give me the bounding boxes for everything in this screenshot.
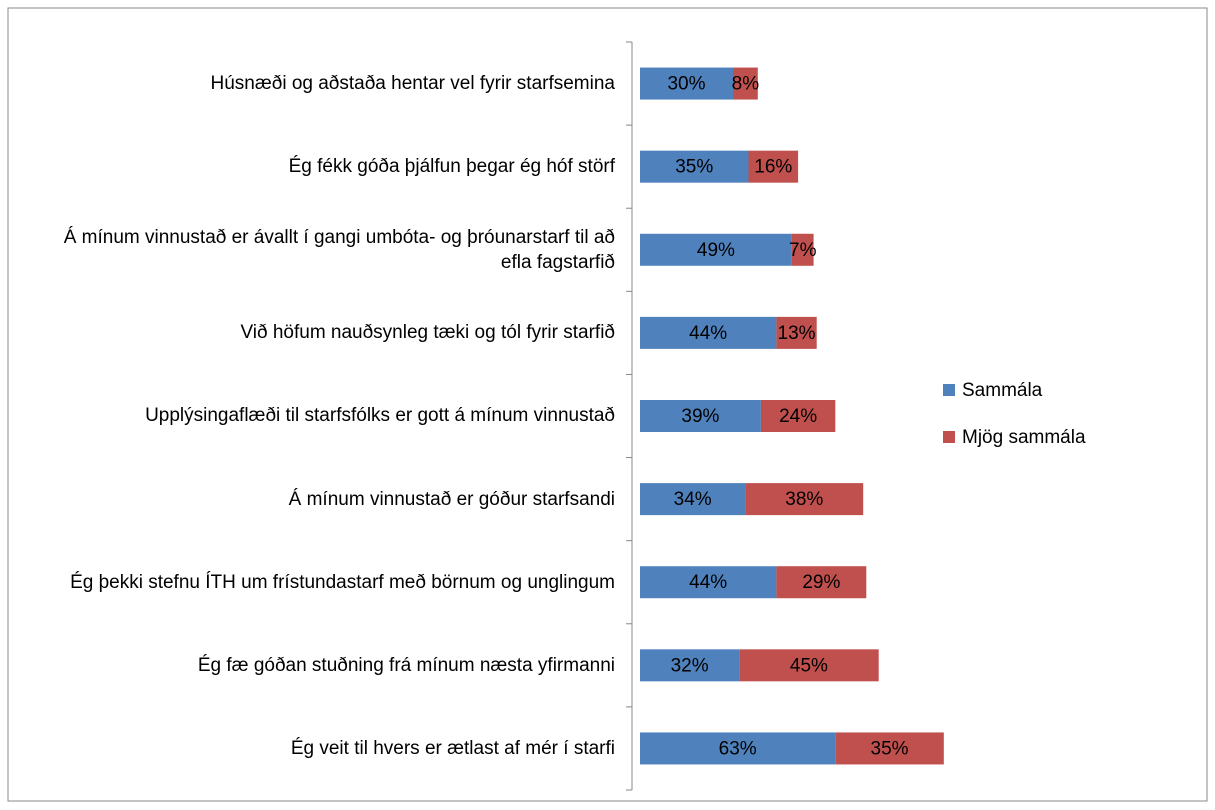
legend-label: Sammála	[962, 380, 1043, 401]
legend-swatch	[943, 431, 955, 443]
bar-segment	[640, 483, 746, 516]
data-label: 16%	[754, 157, 792, 178]
bar-segment	[640, 732, 836, 765]
bar-segment	[640, 233, 792, 266]
category-label: Ég fæ góðan stuðning frá mínum næsta yfi…	[197, 654, 615, 676]
category-label: Ég þekki stefnu ÍTH um frístundastarf me…	[70, 571, 615, 593]
data-label: 24%	[779, 406, 817, 427]
data-label: 45%	[790, 655, 828, 676]
legend-swatch	[943, 384, 955, 396]
bar-segment	[776, 566, 867, 599]
data-label: 63%	[719, 738, 757, 759]
category-label: Upplýsingaflæði til starfsfólks er gott …	[145, 405, 615, 427]
bar-segment	[791, 233, 814, 266]
data-label: 29%	[802, 572, 840, 593]
bar-segment	[640, 67, 733, 100]
data-label: 38%	[785, 489, 823, 510]
category-label: Húsnæði og aðstaða hentar vel fyrir star…	[210, 73, 615, 95]
data-label: 39%	[681, 406, 719, 427]
bar-segment	[835, 732, 944, 765]
data-label: 44%	[689, 323, 727, 344]
bar-segment	[640, 400, 761, 432]
bar-segment	[640, 566, 777, 599]
bar-segment	[739, 649, 879, 682]
bar-segment	[776, 316, 817, 349]
data-label: 44%	[689, 572, 727, 593]
legend-label: Mjög sammála	[962, 427, 1086, 448]
data-label: 49%	[697, 240, 735, 261]
data-label: 30%	[667, 74, 705, 95]
bar-segment	[640, 150, 749, 183]
bar-segment	[745, 483, 864, 516]
category-label: Ég veit til hvers er ætlast af mér í sta…	[290, 737, 615, 759]
category-label: Á mínum vinnustað er ávallt í gangi umbó…	[63, 226, 615, 273]
data-label: 35%	[675, 157, 713, 178]
data-label: 7%	[789, 240, 817, 261]
category-label: Ég fékk góða þjálfun þegar ég hóf störf	[288, 156, 615, 178]
bar-segment	[748, 150, 799, 183]
data-label: 32%	[671, 655, 709, 676]
bar-segment	[760, 400, 836, 432]
category-label: Á mínum vinnustað er góður starfsandi	[288, 488, 615, 510]
bar-segment	[640, 316, 777, 349]
data-label: 13%	[778, 323, 816, 344]
bar-segment	[733, 67, 758, 100]
bar-segment	[640, 649, 740, 682]
category-label: Við höfum nauðsynleg tæki og tól fyrir s…	[240, 322, 615, 344]
data-label: 34%	[674, 489, 712, 510]
chart-border	[7, 7, 1208, 802]
data-label: 8%	[732, 74, 760, 95]
data-label: 35%	[871, 738, 909, 759]
